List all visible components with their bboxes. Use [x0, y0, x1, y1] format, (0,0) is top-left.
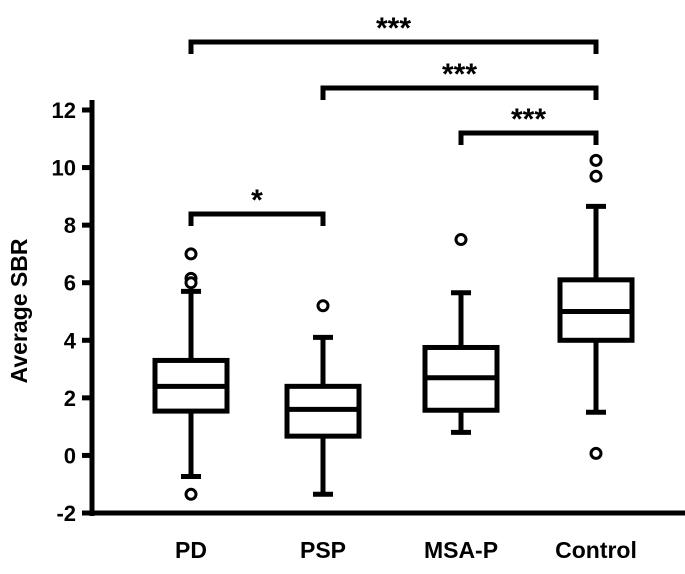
significance-label: *** [511, 103, 546, 136]
significance-label: * [251, 184, 263, 217]
y-tick-label: 2 [64, 386, 76, 411]
outlier-point [589, 446, 603, 460]
y-tick-label: 6 [64, 271, 76, 296]
y-tick-label: 10 [52, 156, 76, 181]
outlier-point [184, 247, 198, 261]
significance-bracket [320, 85, 599, 100]
box-psp [284, 299, 362, 497]
x-tick-label: PD [175, 537, 207, 563]
y-axis-label: Average SBR [6, 238, 32, 383]
significance-label: *** [442, 58, 477, 91]
significance-bracket [458, 130, 599, 145]
y-tick-label: -2 [56, 501, 76, 526]
significance-bracket [188, 211, 326, 226]
significance-label: *** [376, 12, 411, 45]
box-control [557, 153, 635, 460]
outlier-point [184, 487, 198, 501]
box-pd [152, 247, 230, 501]
outlier-point [589, 153, 603, 167]
y-tick-label: 4 [64, 328, 77, 353]
y-tick-label: 0 [64, 443, 76, 468]
outlier-point [184, 276, 198, 290]
x-tick-label: MSA-P [424, 537, 498, 563]
x-tick-label: Control [555, 537, 637, 563]
outlier-point [589, 169, 603, 183]
significance-bracket [188, 39, 599, 54]
outlier-point [454, 233, 468, 247]
x-tick-label: PSP [300, 537, 346, 563]
box-msa-p [422, 233, 500, 435]
y-tick-label: 8 [64, 213, 76, 238]
y-tick-label: 12 [52, 98, 76, 123]
outlier-point [316, 299, 330, 313]
